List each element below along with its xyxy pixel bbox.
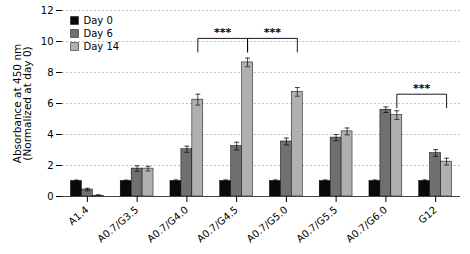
- svg-text:A0.7/G5.5: A0.7/G5.5: [294, 204, 339, 244]
- svg-text:A0.7/G3.5: A0.7/G3.5: [95, 204, 140, 244]
- svg-text:Day 14: Day 14: [84, 41, 120, 52]
- svg-text:A0.7/G5.0: A0.7/G5.0: [245, 204, 290, 244]
- svg-text:Day 6: Day 6: [84, 28, 113, 39]
- svg-text:10: 10: [41, 36, 54, 47]
- svg-text:2: 2: [47, 160, 53, 171]
- svg-text:0: 0: [47, 191, 53, 202]
- svg-text:***: ***: [264, 26, 282, 39]
- svg-text:8: 8: [47, 67, 53, 78]
- svg-text:A0.7/G4.0: A0.7/G4.0: [145, 204, 190, 244]
- svg-text:Day 0: Day 0: [84, 15, 113, 26]
- svg-text:4: 4: [47, 129, 53, 140]
- svg-text:***: ***: [214, 26, 232, 39]
- svg-text:G12: G12: [416, 204, 439, 226]
- svg-text:6: 6: [47, 98, 53, 109]
- svg-text:12: 12: [41, 5, 54, 16]
- svg-text:***: ***: [413, 82, 431, 95]
- svg-text:A0.7/G4.5: A0.7/G4.5: [195, 204, 240, 244]
- svg-text:Absorbance at 450 nm(Normalize: Absorbance at 450 nm(Normalized at day 0…: [11, 44, 34, 164]
- svg-text:A1.4: A1.4: [66, 204, 90, 227]
- svg-text:A0.7/G6.0: A0.7/G6.0: [344, 204, 389, 244]
